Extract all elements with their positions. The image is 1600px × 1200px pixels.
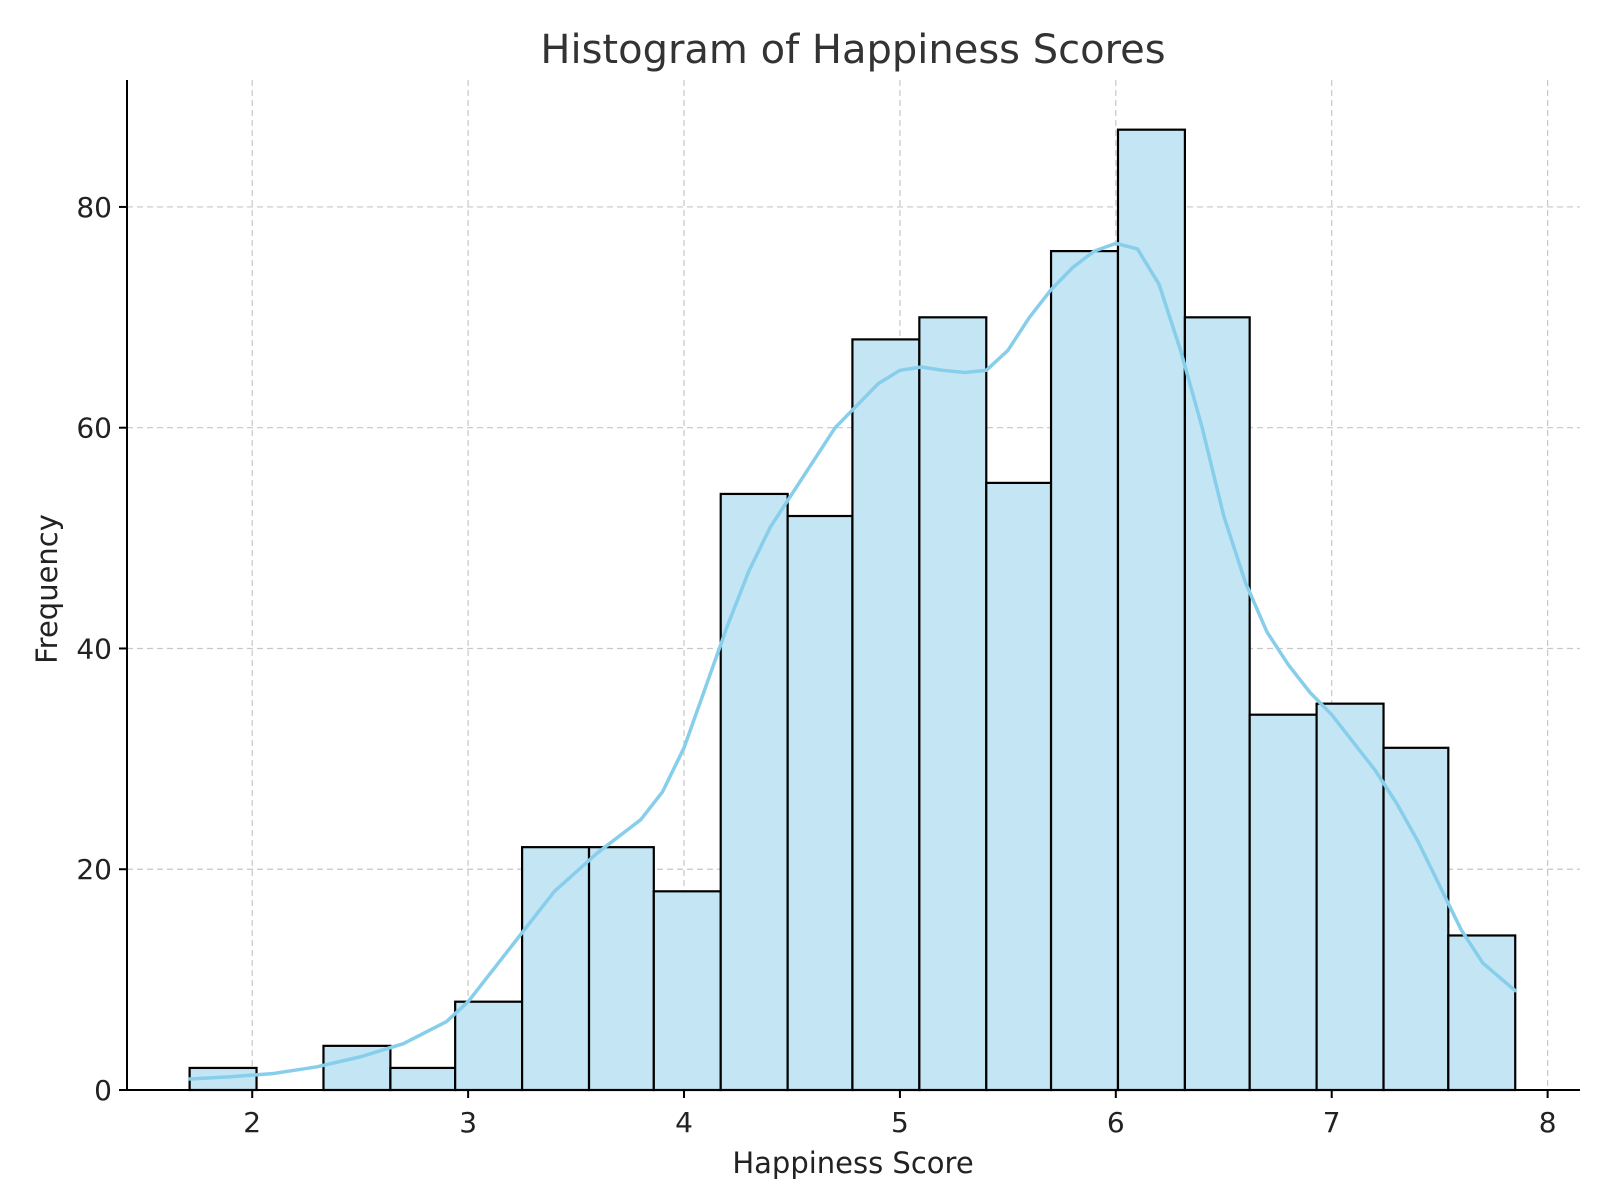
histogram-bar (1382, 746, 1450, 1092)
histogram-bars (188, 128, 1517, 1092)
x-tick-label: 3 (459, 1106, 477, 1139)
histogram-bar (454, 1000, 524, 1092)
axes (126, 80, 1580, 1091)
y-tick-label: 40 (76, 632, 112, 665)
x-axis-label: Happiness Score (732, 1146, 973, 1180)
y-axis-ticks: 0 20 40 60 80 (76, 191, 127, 1107)
histogram-bar (1315, 702, 1385, 1092)
chart-title: Histogram of Happiness Scores (540, 27, 1165, 73)
x-tick-label: 6 (1107, 1106, 1125, 1139)
histogram-bar (1183, 316, 1251, 1092)
histogram-bar (1248, 713, 1318, 1092)
histogram-bar (389, 1066, 457, 1092)
histogram-bar (719, 492, 789, 1092)
histogram-bar (786, 514, 854, 1092)
y-tick-label: 60 (76, 412, 112, 445)
x-tick-label: 2 (243, 1106, 261, 1139)
y-tick-label: 20 (76, 853, 112, 886)
y-tick-label: 80 (76, 191, 112, 224)
histogram-bar (918, 316, 988, 1092)
histogram-bar (520, 846, 591, 1092)
histogram-bar (1049, 249, 1120, 1092)
x-tick-label: 4 (675, 1106, 693, 1139)
kde-curve (187, 241, 1517, 1081)
histogram-bar (652, 890, 722, 1092)
histogram-bar (851, 338, 921, 1092)
x-tick-label: 5 (891, 1106, 909, 1139)
y-axis-label: Frequency (30, 514, 64, 664)
x-axis-ticks: 2 3 4 5 6 7 8 (243, 1090, 1557, 1139)
x-tick-label: 7 (1323, 1106, 1341, 1139)
histogram-bar (587, 846, 655, 1092)
y-tick-label: 0 (94, 1074, 112, 1107)
x-tick-label: 8 (1539, 1106, 1557, 1139)
histogram-bar (985, 481, 1053, 1092)
